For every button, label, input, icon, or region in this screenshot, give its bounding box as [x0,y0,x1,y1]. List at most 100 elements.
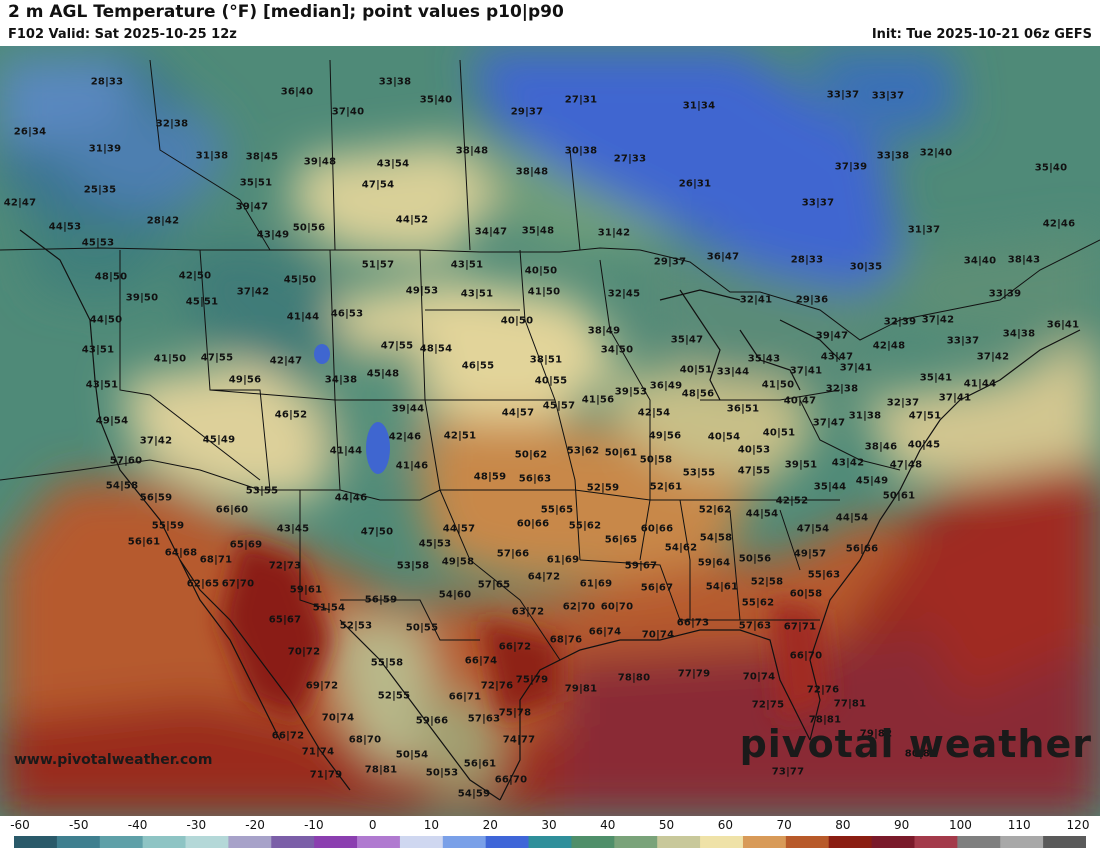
point-value: 39|48 [303,156,337,168]
point-value: 40|50 [524,265,558,277]
point-value: 72|76 [806,684,840,696]
point-value: 50|54 [395,749,429,761]
point-value: 64|72 [527,571,561,583]
point-value: 47|51 [908,410,942,422]
point-value: 35|40 [1034,162,1068,174]
point-value: 67|70 [221,578,255,590]
point-value: 56|65 [604,534,638,546]
colorbar-tick-label: -10 [304,818,324,832]
point-value: 28|42 [146,215,180,227]
point-value: 52|61 [649,481,683,493]
point-value: 53|58 [396,560,430,572]
point-value: 44|52 [395,214,429,226]
point-value: 50|62 [514,449,548,461]
colorbar-segment [228,836,272,848]
point-value: 37|42 [139,435,173,447]
point-value: 36|51 [726,403,760,415]
point-value: 38|48 [455,145,489,157]
point-value: 29|36 [795,294,829,306]
point-value: 44|50 [89,314,123,326]
point-value: 42|46 [388,431,422,443]
colorbar-segment [785,836,830,848]
point-value: 34|50 [600,344,634,356]
colorbar-tick-label: 0 [368,818,377,832]
colorbar-segment [14,836,58,848]
point-value: 67|71 [783,621,817,633]
point-value: 39|47 [235,201,269,213]
point-value: 37|41 [938,392,972,404]
point-value: 43|47 [820,351,854,363]
point-value: 48|56 [681,388,715,400]
point-value: 54|59 [457,788,491,800]
point-value: 70|74 [321,712,355,724]
point-value: 56|63 [518,473,552,485]
point-value: 42|47 [3,197,37,209]
valid-time: F102 Valid: Sat 2025-10-25 12z [8,27,237,42]
point-value: 43|49 [256,229,290,241]
point-value: 62|70 [562,601,596,613]
colorbar-tick-label: 70 [776,818,792,832]
colorbar-segment [357,836,401,848]
point-value: 33|39 [988,288,1022,300]
colorbar-segment [271,836,315,848]
point-value: 41|50 [527,286,561,298]
point-value: 49|53 [405,285,439,297]
point-value: 36|41 [1046,319,1080,331]
colorbar-tick-label: -30 [186,818,207,832]
point-value: 66|71 [448,691,482,703]
point-value: 56|61 [463,758,497,770]
colorbar-tick-label: 80 [835,818,851,832]
point-value: 62|65 [186,578,220,590]
point-value: 56|67 [640,582,674,594]
point-value: 42|52 [775,495,809,507]
point-value: 31|39 [88,143,122,155]
point-value: 40|50 [500,315,534,327]
point-value: 41|44 [329,445,363,457]
point-value: 40|51 [679,364,713,376]
point-value: 54|58 [105,480,139,492]
point-value: 47|55 [380,340,414,352]
point-value: 38|48 [515,166,549,178]
point-value: 44|54 [835,512,869,524]
point-value: 64|68 [164,547,198,559]
point-value: 54|62 [664,542,698,554]
colorbar-segment [828,836,873,848]
point-value: 57|60 [109,455,143,467]
point-value: 46|52 [274,409,308,421]
point-value: 47|54 [361,179,395,191]
point-value: 61|69 [546,554,580,566]
point-value: 65|67 [268,614,302,626]
point-value: 59|66 [415,715,449,727]
point-value: 27|31 [564,94,598,106]
colorbar-segment [1000,836,1044,848]
colorbar-segment [571,836,615,848]
point-value: 52|62 [698,504,732,516]
colorbar-tick-label: 120 [1066,818,1090,832]
colorbar-segment [914,836,958,848]
point-value: 78|81 [364,764,398,776]
point-value: 69|72 [305,680,339,692]
point-value: 39|47 [815,330,849,342]
point-value: 54|60 [438,589,472,601]
point-value: 51|57 [361,259,395,271]
point-value: 32|41 [739,294,773,306]
point-value: 43|51 [450,259,484,271]
point-value: 37|42 [976,351,1010,363]
point-value: 43|51 [460,288,494,300]
point-value: 35|48 [521,225,555,237]
point-value: 33|44 [716,366,750,378]
colorbar-tick-label: 10 [423,818,440,832]
point-value: 70|74 [641,629,675,641]
point-value: 33|38 [876,150,910,162]
website-url[interactable]: www.pivotalweather.com [14,752,213,768]
colorbar-segment [528,836,572,848]
point-value: 36|49 [649,380,683,392]
point-value: 41|50 [761,379,795,391]
point-value: 39|51 [784,459,818,471]
temperature-map[interactable] [0,46,1100,816]
point-value: 77|81 [833,698,867,710]
point-value: 55|65 [540,504,574,516]
colorbar-segment [185,836,229,848]
point-value: 44|53 [48,221,82,233]
point-value: 34|40 [963,255,997,267]
